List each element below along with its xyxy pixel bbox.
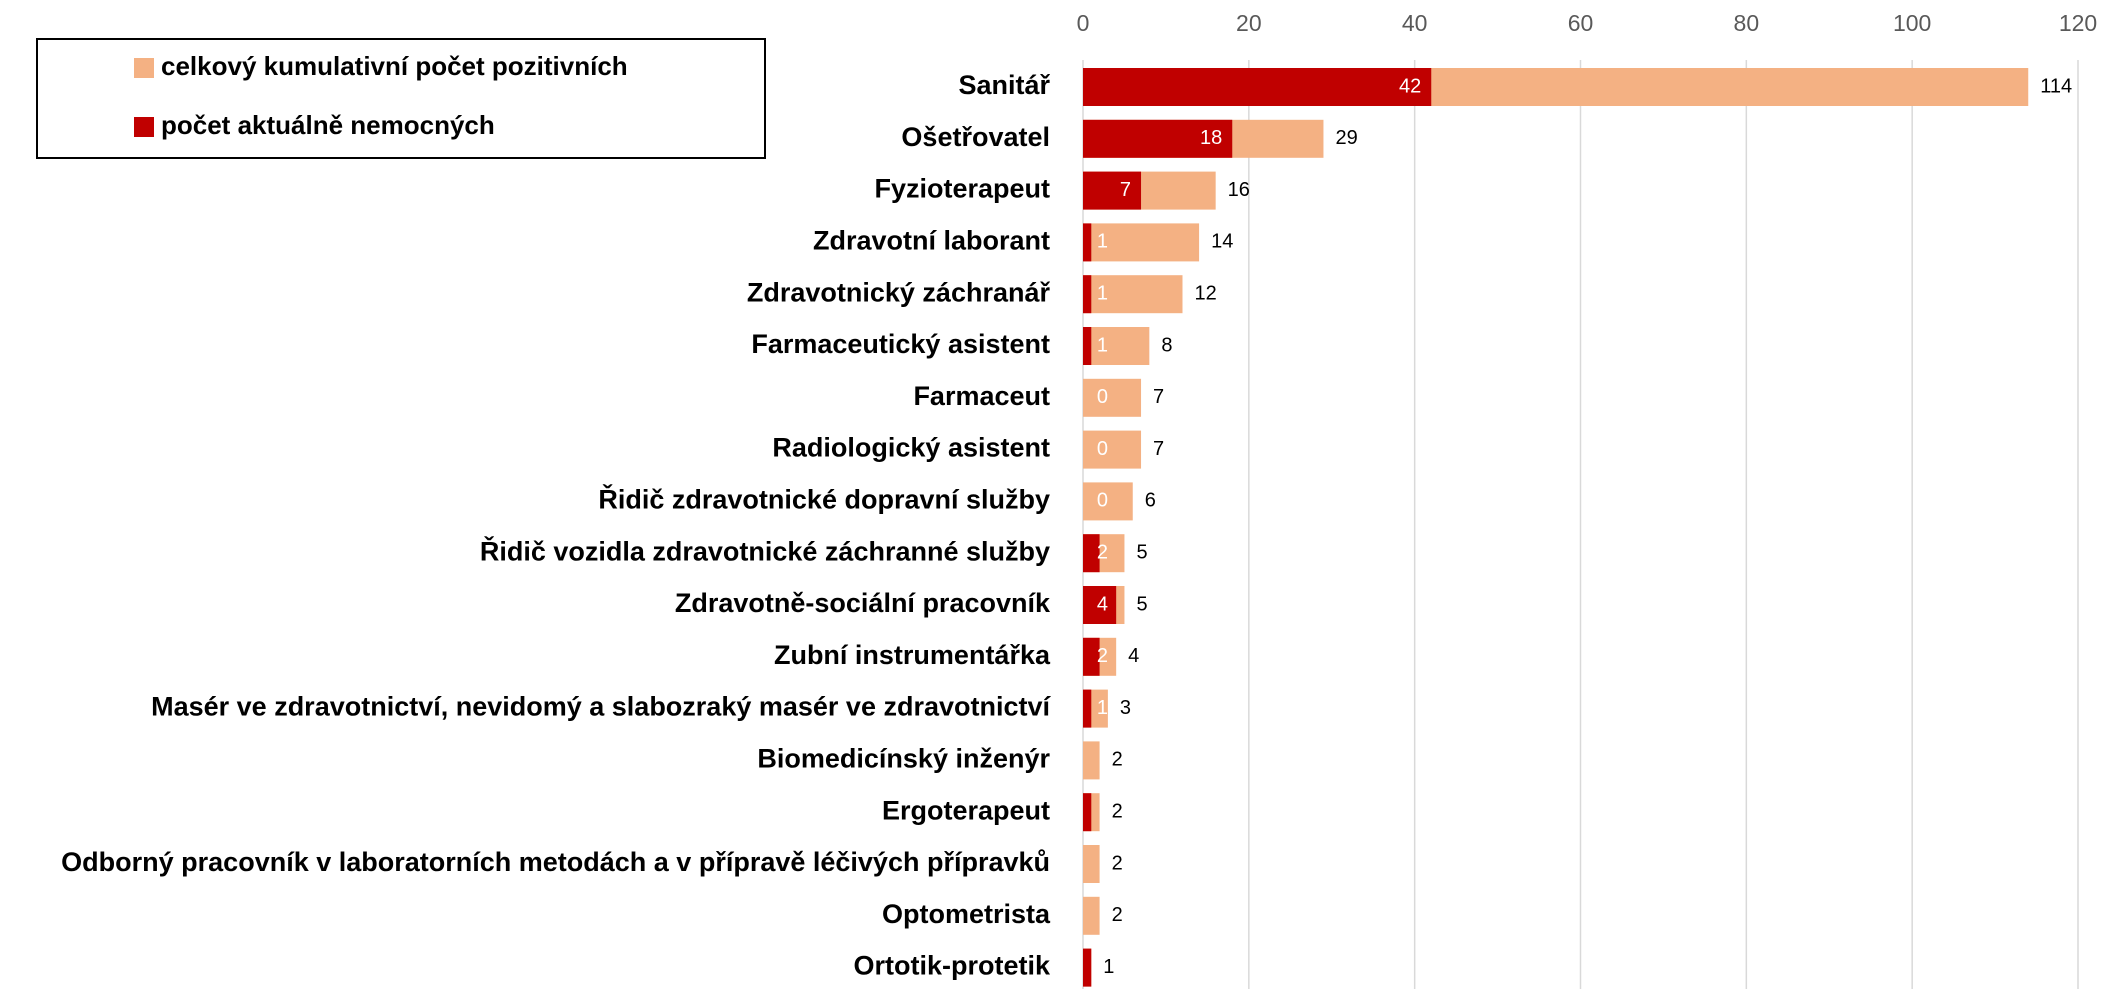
x-tick-label: 100 (1893, 10, 1931, 36)
y-tick-label: Zdravotní laborant (813, 226, 1050, 256)
bar (1083, 119, 1233, 158)
y-tick-label: Masér ve zdravotnictví, nevidomý a slabo… (151, 692, 1051, 722)
y-tick-label: Sanitář (958, 70, 1050, 100)
x-tick-label: 60 (1568, 10, 1594, 36)
data-label: 1 (1097, 231, 1108, 253)
bar (1083, 482, 1133, 521)
y-tick-label: Radiologický asistent (772, 433, 1050, 463)
y-tick-label: Ergoterapeut (882, 795, 1050, 825)
y-tick-label: Ortotik-protetik (853, 951, 1050, 981)
legend-swatch (134, 117, 154, 137)
data-label: 2 (1097, 645, 1108, 667)
bar (1083, 223, 1200, 262)
legend-label: celkový kumulativní počet pozitivních (161, 51, 628, 81)
data-label: 0 (1097, 490, 1108, 512)
data-label: 2 (1097, 541, 1108, 563)
data-label: 3 (1120, 697, 1131, 719)
y-tick-label: Řidič vozidla zdravotnické záchranné slu… (480, 535, 1050, 566)
y-tick-label: Fyzioterapeut (874, 174, 1050, 204)
data-label: 0 (1097, 386, 1108, 408)
bar (1083, 689, 1092, 728)
x-tick-label: 120 (2059, 10, 2097, 36)
bar (1083, 275, 1183, 314)
bar (1083, 845, 1100, 883)
bar (1083, 534, 1100, 573)
y-tick-label: Řidič zdravotnické dopravní služby (598, 484, 1050, 515)
y-tick-label: Ošetřovatel (901, 122, 1050, 152)
bar (1083, 637, 1100, 676)
bar (1083, 327, 1092, 365)
data-label: 1 (1097, 282, 1108, 304)
bar (1083, 896, 1100, 935)
bar (1083, 741, 1100, 780)
bar (1083, 327, 1150, 365)
x-tick-label: 40 (1402, 10, 1428, 36)
bar (1083, 793, 1092, 832)
data-label: 6 (1145, 490, 1156, 512)
data-label: 12 (1195, 282, 1217, 304)
data-label: 114 (2040, 75, 2072, 97)
data-label: 18 (1200, 127, 1222, 149)
y-tick-label: Farmaceut (913, 381, 1050, 411)
bar (1083, 586, 1117, 624)
data-label: 2 (1112, 800, 1123, 822)
data-label: 14 (1211, 231, 1233, 253)
y-tick-label: Optometrista (882, 899, 1051, 929)
data-label: 2 (1112, 852, 1123, 874)
y-tick-label: Biomedicínský inženýr (757, 744, 1050, 774)
y-tick-label: Zubní instrumentářka (774, 640, 1051, 670)
data-label: 0 (1097, 438, 1108, 460)
data-label: 1 (1097, 334, 1108, 356)
y-tick-label: Farmaceutický asistent (751, 329, 1050, 359)
data-label: 4 (1128, 645, 1139, 667)
bar (1083, 275, 1092, 314)
data-label: 29 (1335, 127, 1357, 149)
y-tick-label: Zdravotně-sociální pracovník (675, 588, 1051, 618)
data-label: 42 (1399, 75, 1421, 97)
y-tick-label: Odborný pracovník v laboratorních metodá… (61, 847, 1050, 877)
bar (1083, 948, 1092, 987)
x-tick-label: 80 (1734, 10, 1760, 36)
data-label: 7 (1153, 386, 1164, 408)
data-label: 2 (1112, 749, 1123, 771)
data-label: 1 (1097, 697, 1108, 719)
bar (1083, 171, 1142, 210)
legend-swatch (134, 58, 154, 78)
x-tick-label: 20 (1236, 10, 1262, 36)
data-label: 5 (1136, 541, 1147, 563)
bar (1083, 223, 1092, 262)
data-label: 16 (1228, 179, 1250, 201)
data-label: 4 (1097, 593, 1108, 615)
x-tick-label: 0 (1077, 10, 1090, 36)
data-label: 7 (1153, 438, 1164, 460)
data-label: 5 (1136, 593, 1147, 615)
data-label: 2 (1112, 904, 1123, 926)
data-label: 1 (1103, 956, 1114, 978)
data-label: 7 (1120, 179, 1131, 201)
data-label: 8 (1161, 334, 1172, 356)
bar (1083, 430, 1142, 469)
y-tick-label: Zdravotnický záchranář (747, 277, 1051, 307)
legend-box (36, 38, 766, 159)
legend-label: počet aktuálně nemocných (161, 110, 495, 140)
bar (1083, 68, 1432, 106)
bar (1083, 378, 1142, 417)
